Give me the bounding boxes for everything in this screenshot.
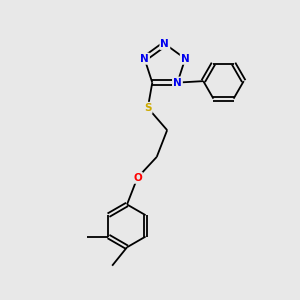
Text: O: O <box>133 173 142 183</box>
Text: N: N <box>160 39 169 49</box>
Text: N: N <box>140 54 149 64</box>
Text: S: S <box>144 103 152 113</box>
Text: N: N <box>173 78 182 88</box>
Text: N: N <box>181 54 190 64</box>
